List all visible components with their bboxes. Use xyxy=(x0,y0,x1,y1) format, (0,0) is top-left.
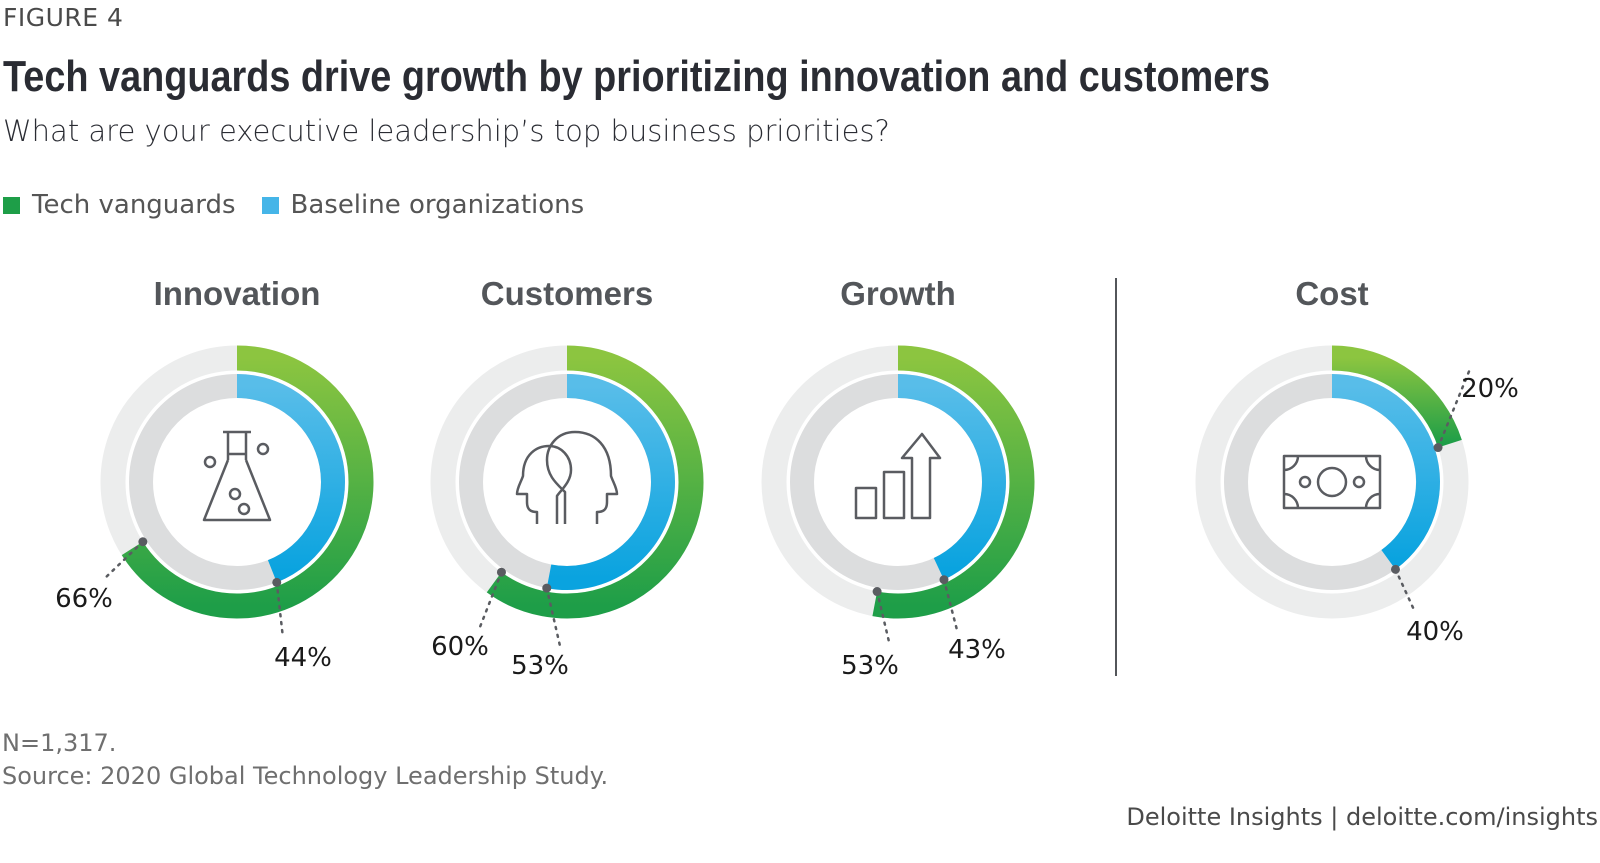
source-note: Source: 2020 Global Technology Leadershi… xyxy=(2,762,609,790)
category-title-innovation: Innovation xyxy=(154,275,321,312)
leader-line-baseline xyxy=(1394,568,1417,614)
arc-tech-vanguards xyxy=(486,345,704,619)
donut-growth: Growth 53% 43% xyxy=(761,275,1035,681)
marker-baseline xyxy=(1390,564,1400,574)
chart-title: Tech vanguards drive growth by prioritiz… xyxy=(3,52,1271,101)
category-title-customers: Customers xyxy=(481,275,653,312)
donut-customers: Customers 60% 53% xyxy=(430,275,704,681)
legend-label-baseline: Baseline organizations xyxy=(290,190,585,220)
chart-subtitle: What are your executive leadership’s top… xyxy=(3,114,890,148)
sample-size-note: N=1,317. xyxy=(2,729,117,757)
data-label-tech-vanguards: 53% xyxy=(841,651,899,681)
arc-tech-vanguards xyxy=(1331,345,1462,448)
data-label-tech-vanguards: 20% xyxy=(1461,374,1519,404)
legend-swatch-baseline xyxy=(261,196,279,214)
legend-swatch-tech-vanguards xyxy=(3,196,20,214)
data-label-baseline: 53% xyxy=(511,651,569,681)
marker-tech-vanguards xyxy=(496,567,506,577)
marker-tech-vanguards xyxy=(872,587,882,597)
legend-item-baseline: Baseline organizations xyxy=(261,190,585,220)
legend-label-tech-vanguards: Tech vanguards xyxy=(32,190,236,220)
leader-line-tech-vanguards xyxy=(1436,367,1472,449)
flask-icon xyxy=(202,430,272,522)
legend-item-tech-vanguards: Tech vanguards xyxy=(3,190,236,220)
category-title-growth: Growth xyxy=(840,275,955,312)
marker-baseline xyxy=(542,583,552,593)
data-label-tech-vanguards: 66% xyxy=(55,584,113,614)
leader-line-baseline xyxy=(275,581,285,640)
data-label-tech-vanguards: 60% xyxy=(431,632,489,662)
arc-baseline xyxy=(897,374,1006,580)
notes: N=1,317. Source: 2020 Global Technology … xyxy=(2,727,608,793)
legend: Tech vanguards Baseline organizations xyxy=(3,190,610,220)
marker-baseline xyxy=(939,575,949,585)
growth-chart-icon xyxy=(854,432,942,520)
data-label-baseline: 40% xyxy=(1406,617,1464,647)
leader-line-baseline xyxy=(545,586,562,648)
marker-baseline xyxy=(272,577,282,587)
leader-line-baseline xyxy=(942,578,959,632)
data-label-baseline: 44% xyxy=(274,643,332,673)
leader-line-tech-vanguards xyxy=(478,570,503,629)
arc-tech-vanguards xyxy=(872,345,1035,619)
data-label-baseline: 43% xyxy=(948,635,1006,665)
leader-line-tech-vanguards xyxy=(875,590,892,648)
brand-footer: Deloitte Insights | deloitte.com/insight… xyxy=(1126,803,1598,831)
leader-line-tech-vanguards xyxy=(102,540,145,581)
marker-tech-vanguards xyxy=(138,537,148,547)
banknote-icon xyxy=(1282,454,1382,510)
arc-baseline xyxy=(1331,374,1440,570)
donut-innovation: Innovation 66% 44% xyxy=(55,275,374,673)
arc-baseline xyxy=(546,374,675,590)
figure-label: FIGURE 4 xyxy=(3,3,124,32)
marker-tech-vanguards xyxy=(1433,443,1443,453)
two-heads-icon xyxy=(515,430,619,524)
arc-tech-vanguards xyxy=(121,345,374,619)
category-title-cost: Cost xyxy=(1295,275,1368,312)
arc-baseline xyxy=(236,374,345,583)
donut-cost: Cost 20% 40% xyxy=(1195,275,1519,647)
